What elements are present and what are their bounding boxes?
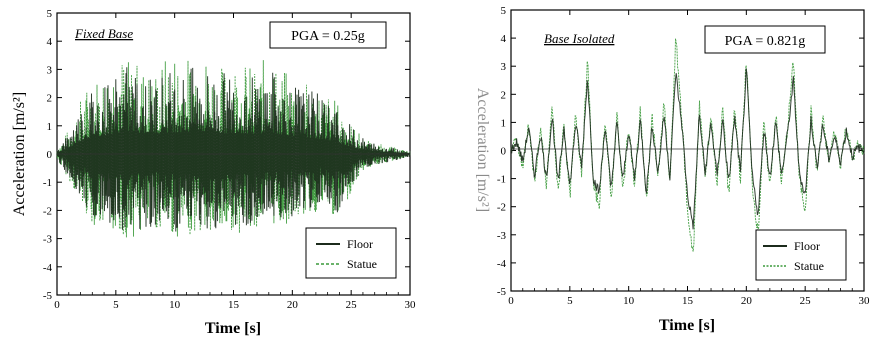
- ylabel-left: Acceleration [m/s²]: [11, 92, 28, 216]
- y-tick-label: 0: [501, 146, 507, 158]
- x-tick-label: 30: [859, 295, 871, 307]
- y-tick-label: -4: [43, 262, 53, 274]
- y-tick-label: 3: [47, 64, 53, 76]
- y-tick-label: -3: [497, 230, 507, 242]
- legend-box-left: [305, 227, 397, 279]
- y-tick-label: 3: [501, 61, 507, 73]
- legend-left: Floor Statue: [305, 227, 397, 279]
- ylabel-right: Acceleration [m/s²]: [474, 88, 491, 212]
- legend-label-statue-left: Statue: [347, 257, 377, 271]
- y-tick-label: -5: [497, 286, 507, 298]
- y-tick-label: 5: [501, 5, 507, 17]
- series-group-right: [510, 38, 865, 252]
- y-tick-label: 1: [47, 121, 53, 133]
- legend-box-right: [755, 229, 847, 281]
- x-tick-label: 20: [287, 299, 299, 311]
- x-tick-label: 30: [405, 299, 417, 311]
- y-tick-label: -1: [497, 174, 506, 186]
- y-tick-label: 4: [501, 33, 507, 45]
- x-tick-label: 10: [623, 295, 635, 307]
- y-tick-label: -2: [497, 202, 506, 214]
- x-tick-label: 0: [508, 295, 514, 307]
- y-tick-label: -3: [43, 234, 53, 246]
- annotation-box-right: [704, 25, 826, 54]
- legend-label-floor-right: Floor: [794, 239, 820, 253]
- legend-right: Floor Statue: [755, 229, 847, 281]
- x-tick-label: 15: [228, 299, 240, 311]
- y-tick-label: -4: [497, 258, 507, 270]
- x-tick-label: 20: [741, 295, 753, 307]
- x-tick-label: 0: [54, 299, 60, 311]
- annotation-left: PGA = 0.25g: [291, 29, 365, 44]
- series-line-floor: [56, 67, 411, 232]
- x-tick-label: 5: [113, 299, 119, 311]
- x-tick-label: 25: [346, 299, 358, 311]
- y-tick-label: 5: [47, 8, 53, 20]
- legend-label-statue-right: Statue: [794, 259, 824, 273]
- y-tick-label: -1: [43, 177, 52, 189]
- panel-label-right: Base Isolated: [544, 31, 615, 46]
- x-tick-label: 25: [800, 295, 812, 307]
- x-tick-label: 15: [682, 295, 694, 307]
- x-tick-label: 10: [169, 299, 181, 311]
- y-tick-label: 1: [501, 117, 507, 129]
- y-tick-label: -2: [43, 205, 52, 217]
- legend-label-floor-left: Floor: [347, 237, 373, 251]
- series-line-floor: [510, 68, 865, 230]
- x-tick-label: 5: [567, 295, 573, 307]
- panel-label-left: Fixed Base: [74, 26, 133, 41]
- y-tick-label: 2: [47, 93, 53, 105]
- y-tick-label: 0: [47, 149, 53, 161]
- y-tick-label: -5: [43, 290, 53, 302]
- xlabel-right: Time [s]: [659, 317, 715, 334]
- annotation-box-left: [269, 21, 387, 49]
- xlabel-left: Time [s]: [205, 320, 261, 337]
- series-line-statue: [510, 38, 865, 252]
- annotation-right: PGA = 0.821g: [725, 34, 806, 49]
- series-group-left: [56, 60, 411, 238]
- y-tick-label: 4: [47, 36, 53, 48]
- y-tick-label: 2: [501, 89, 507, 101]
